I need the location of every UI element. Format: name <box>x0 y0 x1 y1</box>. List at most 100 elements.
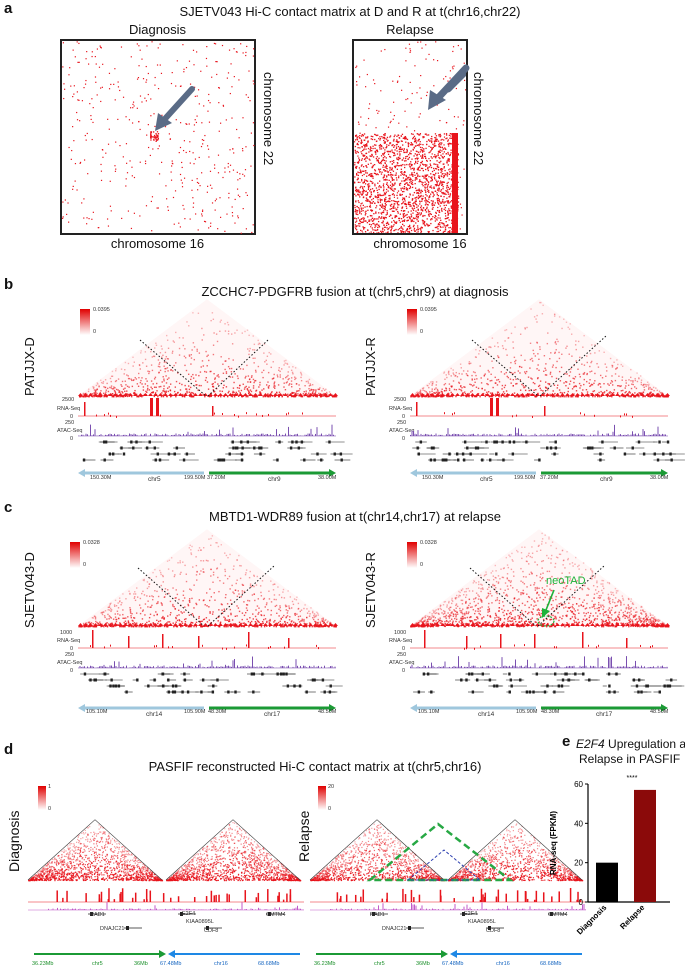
scale-max-b-right: 0.0395 <box>420 307 437 313</box>
rna-label-b-left: RNA-Seq <box>57 406 81 412</box>
colorscale-c-left <box>70 542 80 568</box>
rna-zero-c-left: 0 <box>70 646 74 652</box>
gene-d-left-rad1: RAD1 <box>90 912 105 918</box>
y-tick-label: 20 <box>574 859 583 868</box>
colorscale-b-right <box>407 309 417 335</box>
gene-d-right-rad1: RAD1 <box>370 912 385 918</box>
scale-min-b-right: 0 <box>420 329 424 335</box>
coord-d-left-2: chr5 <box>92 961 103 967</box>
atac-max-b-left: 250 <box>65 420 75 426</box>
tad-triangle-b-right <box>410 299 670 398</box>
chrom-c-right-1: chr14 <box>478 711 495 718</box>
rna-max-b-left: 2500 <box>62 397 75 403</box>
panel-e-gene: E2F4 <box>576 737 605 751</box>
gene-d-left-dnajc21: DNAJC21 <box>100 926 125 932</box>
hic-triangle-d-right <box>309 819 584 882</box>
panel-d-letter: d <box>4 741 14 758</box>
atac-max-c-left: 250 <box>65 652 75 658</box>
atac-label-c-left: ATAC-Seq <box>57 660 83 666</box>
scale-max-c-left: 0.0328 <box>83 540 100 546</box>
coord-c-right-4: 48.50M <box>650 709 669 715</box>
rna-zero-b-right: 0 <box>402 414 406 420</box>
coord-c-left-1: 105.10M <box>86 709 108 715</box>
panel-e-letter: e <box>562 733 571 750</box>
coord-b-right-4: 38.00M <box>650 475 669 481</box>
scale-min-b-left: 0 <box>93 329 97 335</box>
coord-d-right-1: 36.23Mb <box>314 961 336 967</box>
chrom-b-right-2: chr9 <box>600 476 613 483</box>
panel-e-title-line1: E2F4 Upregulation at <box>576 737 685 751</box>
scale-max-c-right: 0.0328 <box>420 540 437 546</box>
gene-d-right-cdf8: CDF8 <box>486 928 501 934</box>
chrom-b-right-1: chr5 <box>480 476 493 483</box>
gene-d-right-kiaa: KIAA0895L <box>468 919 496 925</box>
coord-c-left-4: 48.50M <box>318 709 337 715</box>
tad-triangle-c-right <box>410 529 670 628</box>
panel-a-y-axis-diagnosis: chromosome 22 <box>261 72 276 166</box>
bar-chart-e2f4: RNA-seq (FPKM) 0 20 40 60 Diagnosis Relapse ***… <box>549 775 670 936</box>
scale-max-d-left: 1 <box>48 784 52 790</box>
chrom-b-left-2: chr9 <box>268 476 281 483</box>
panel-c-right-sample: SJETV043-R <box>363 552 378 628</box>
tad-triangle-b-left <box>78 299 338 398</box>
neotad-label: neoTAD <box>546 575 586 587</box>
y-tick-label: 0 <box>579 898 584 907</box>
coord-d-left-3: 36Mb <box>134 961 148 967</box>
rna-zero-b-left: 0 <box>70 414 74 420</box>
y-axis-label: RNA-seq (FPKM) <box>549 811 558 875</box>
scale-min-c-right: 0 <box>420 562 424 568</box>
coord-b-left-2: 199.50M <box>184 475 206 481</box>
atac-label-b-right: ATAC-Seq <box>389 428 415 434</box>
panel-c-letter: c <box>4 499 13 516</box>
atac-zero-c-right: 0 <box>402 668 406 674</box>
gene-d-left-e2f4: E2F4 <box>182 911 196 917</box>
coord-d-left-4: 67.48Mb <box>160 961 182 967</box>
colorscale-b-left <box>80 309 90 335</box>
bar-relapse <box>634 789 656 902</box>
coord-b-left-4: 38.00M <box>318 475 337 481</box>
panel-a-x-axis-relapse: chromosome 16 <box>373 236 467 251</box>
chrom-c-right-2: chr17 <box>596 711 613 718</box>
panel-a-diagnosis-label: Diagnosis <box>128 22 187 37</box>
gene-d-left-kiaa: KIAA0895L <box>186 919 214 925</box>
rna-label-c-right: RNA-Seq <box>389 638 413 644</box>
coord-d-left-6: 68.68Mb <box>258 961 280 967</box>
arrow-diagnosis <box>155 86 195 131</box>
tracks-b-right <box>410 398 685 477</box>
coord-c-right-2: 105.90M <box>516 709 538 715</box>
panel-b-title: ZCCHC7-PDGFRB fusion at t(chr5,chr9) at … <box>201 284 509 299</box>
chrom-b-left-1: chr5 <box>148 476 161 483</box>
panel-a-y-axis-relapse: chromosome 22 <box>471 72 486 166</box>
scale-max-b-left: 0.0395 <box>93 307 110 313</box>
tad-triangle-c-left <box>78 529 338 628</box>
gene-d-left-cmtm4: CMTM4 <box>266 912 286 918</box>
chrom-c-left-2: chr17 <box>264 711 281 718</box>
hic-matrix-diagnosis <box>60 39 256 235</box>
panel-a-title: SJETV043 Hi-C contact matrix at D and R … <box>179 4 521 19</box>
panel-a-x-axis-diagnosis: chromosome 16 <box>110 236 205 251</box>
scale-max-d-right: 20 <box>328 784 335 790</box>
gene-d-right-e2f4: E2F4 <box>464 911 478 917</box>
atac-max-c-right: 250 <box>397 652 407 658</box>
gene-d-right-dnajc21: DNAJC21 <box>382 926 407 932</box>
colorscale-c-right <box>407 542 417 568</box>
gene-d-right-cmtm4: CMTM4 <box>548 912 568 918</box>
atac-zero-c-left: 0 <box>70 668 74 674</box>
coord-c-right-3: 48.30M <box>541 709 560 715</box>
rna-max-b-right: 2500 <box>394 397 407 403</box>
scale-min-c-left: 0 <box>83 562 87 568</box>
colorscale-d-left <box>38 786 46 810</box>
gene-d-left-cdf8: CDF8 <box>204 928 219 934</box>
panel-d-diagnosis-label: Diagnosis <box>6 810 22 872</box>
x-category-label: Relapse <box>618 903 646 931</box>
atac-zero-b-left: 0 <box>70 436 74 442</box>
tracks-c-right <box>410 630 685 712</box>
significance-marker: **** <box>627 775 638 782</box>
panel-b-right-sample: PATJJX-R <box>363 337 378 396</box>
atac-max-b-right: 250 <box>397 420 407 426</box>
scale-min-d-left: 0 <box>48 806 52 812</box>
coord-b-right-3: 37.20M <box>540 475 559 481</box>
coord-b-left-1: 150.30M <box>90 475 112 481</box>
tracks-d-right <box>310 888 586 958</box>
coord-b-right-2: 199.50M <box>514 475 536 481</box>
